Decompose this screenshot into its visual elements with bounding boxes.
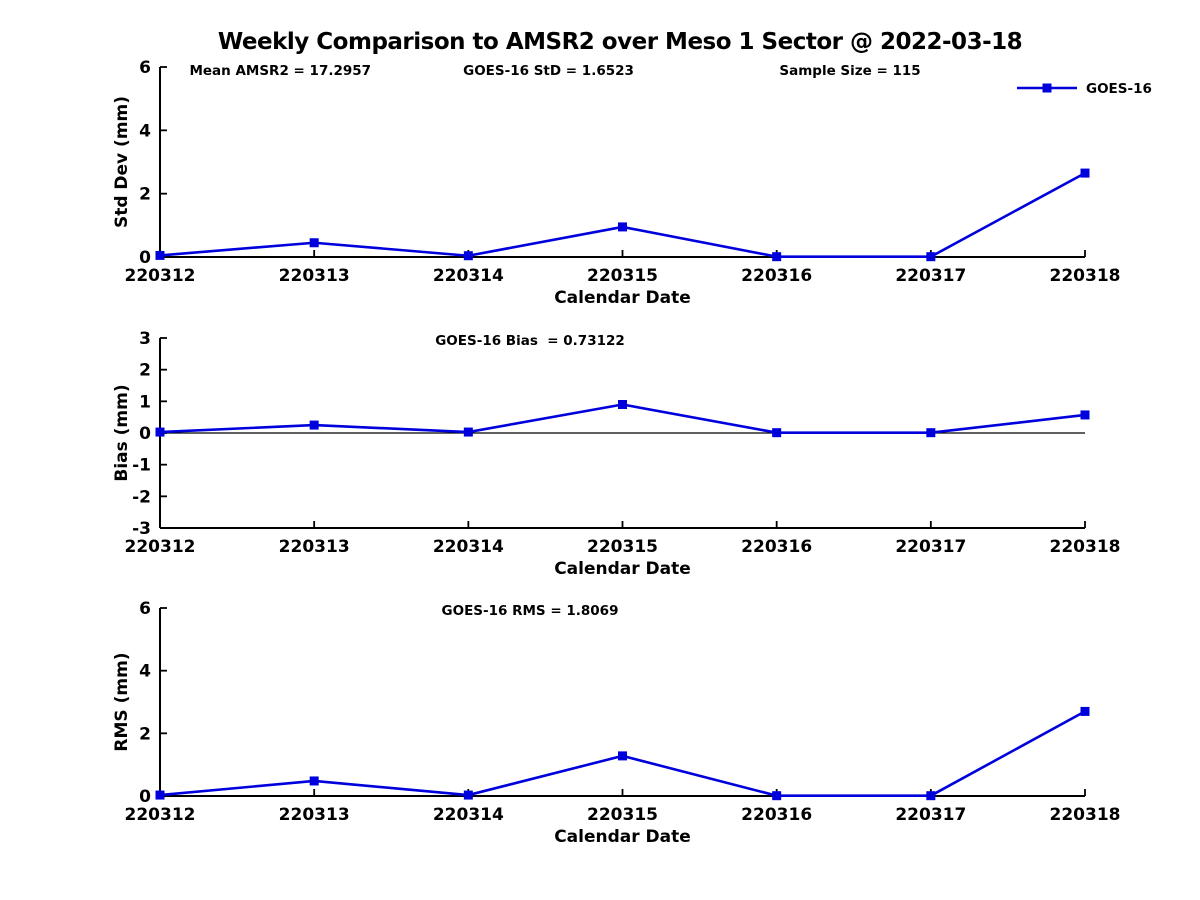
data-point-marker [772,791,782,801]
y-tick-label: -1 [132,456,151,476]
x-tick-label: 220315 [587,805,658,825]
data-point-marker [155,427,165,437]
y-tick-label: 2 [139,361,151,381]
x-tick-label: 220317 [895,537,966,557]
data-point-marker [1080,168,1090,178]
y-axis-title: Bias (mm) [112,384,132,481]
x-tick-label: 220313 [279,805,350,825]
x-axis-title: Calendar Date [554,288,691,308]
data-point-marker [772,428,782,438]
x-axis-title: Calendar Date [554,827,691,847]
x-tick-label: 220316 [741,805,812,825]
y-tick-label: 0 [139,424,151,444]
y-tick-label: 0 [139,787,151,807]
x-tick-label: 220312 [125,537,196,557]
y-tick-label: 6 [139,58,151,78]
y-tick-label: 6 [139,599,151,619]
data-point-marker [463,251,473,261]
data-point-marker [155,250,165,260]
data-point-marker [926,252,936,262]
y-axis-title: Std Dev (mm) [112,96,132,228]
std-dev-subplot: 0 2 4 6 220312 220313 220314 220315 220316 220317… [112,58,1152,308]
figure-title: Weekly Comparison to AMSR2 over Meso 1 S… [217,29,1023,55]
series-line-goes-16 [159,171,1086,258]
x-tick-label: 220316 [741,266,812,286]
x-tick-label: 220314 [433,266,504,286]
x-tick-label: 220317 [895,266,966,286]
data-point-marker [1080,410,1090,420]
data-point-marker [155,790,165,800]
x-tick-label: 220313 [279,537,350,557]
data-point-marker [309,238,319,248]
x-tick-label: 220317 [895,805,966,825]
x-tick-label: 220316 [741,537,812,557]
y-tick-label: 2 [139,185,151,205]
stat-annotation: GOES-16 StD = 1.6523 [463,63,634,79]
y-tick-label: 1 [139,392,151,412]
x-tick-label: 220314 [433,805,504,825]
legend-marker-icon [1042,83,1052,93]
data-point-marker [618,222,627,232]
x-axis-title: Calendar Date [554,559,691,579]
x-tick-label: 220318 [1050,266,1121,286]
data-point-marker [618,400,627,409]
data-point-marker [1080,706,1090,716]
x-tick-label: 220312 [125,266,196,286]
data-point-marker [618,751,627,761]
stat-annotation: Mean AMSR2 = 17.2957 [189,63,371,79]
rms-subplot: 0 2 4 6 220312 220313 220314 220315 220316 220317… [112,599,1120,847]
x-tick-label: 220318 [1050,805,1121,825]
y-tick-label: -3 [132,519,151,539]
data-point-marker [463,427,473,437]
subplot-title: GOES-16 Bias = 0.73122 [435,333,625,349]
data-point-marker [309,776,319,786]
y-tick-label: 3 [139,329,151,349]
data-point-marker [926,791,936,801]
subplot-title: GOES-16 RMS = 1.8069 [442,603,619,619]
data-point-marker [463,790,473,800]
y-tick-label: 4 [139,121,151,141]
y-axis-title: RMS (mm) [112,652,132,751]
x-tick-label: 220315 [587,266,658,286]
x-tick-label: 220314 [433,537,504,557]
x-tick-label: 220318 [1050,537,1121,557]
legend: GOES-16 [1017,81,1152,97]
x-tick-label: 220312 [125,805,196,825]
data-point-marker [772,252,782,262]
x-tick-label: 220315 [587,537,658,557]
data-point-marker [309,420,319,430]
data-point-marker [926,428,936,438]
y-tick-label: 0 [139,248,151,268]
y-tick-label: -2 [132,487,151,507]
stat-annotation: Sample Size = 115 [779,63,920,79]
y-tick-label: 2 [139,724,151,744]
y-tick-label: 4 [139,662,151,682]
legend-label: GOES-16 [1086,81,1152,97]
x-tick-label: 220313 [279,266,350,286]
